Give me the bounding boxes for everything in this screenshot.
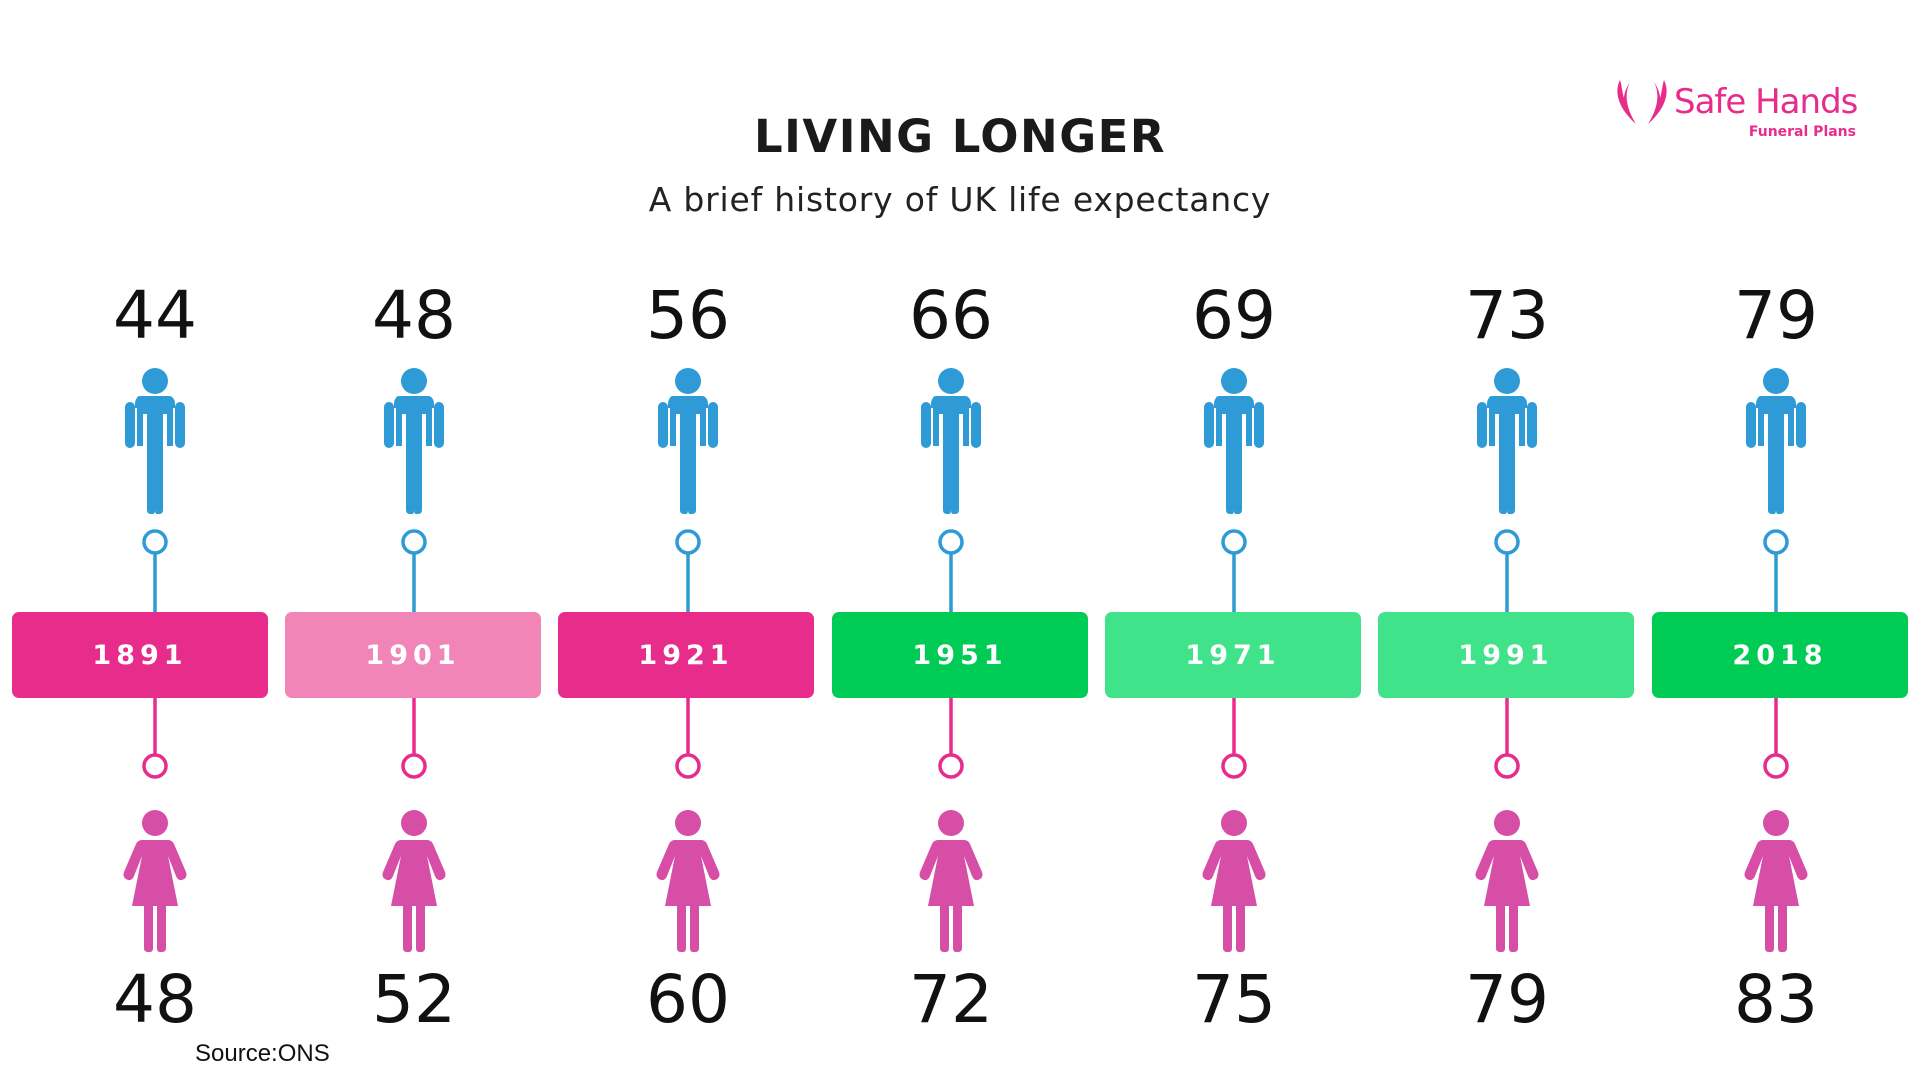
- female-life-expectancy-value: 83: [1734, 961, 1818, 1038]
- male-life-expectancy-value: 44: [113, 277, 197, 354]
- page-title: LIVING LONGER: [753, 110, 1167, 163]
- female-life-expectancy-value: 60: [646, 961, 730, 1038]
- year-label: 1971: [1105, 612, 1361, 698]
- female-connector: [1762, 698, 1790, 784]
- female-figure-icon: [1743, 810, 1809, 956]
- male-connector: [1762, 528, 1790, 618]
- male-figure-icon: [123, 368, 187, 518]
- year-label: 1921: [558, 612, 814, 698]
- source-note: Source:ONS: [195, 1040, 330, 1067]
- male-figure-icon: [1475, 368, 1539, 518]
- male-life-expectancy-value: 66: [909, 277, 993, 354]
- year-label: 2018: [1652, 612, 1908, 698]
- male-connector: [1493, 528, 1521, 618]
- year-label: 1991: [1378, 612, 1634, 698]
- male-life-expectancy-value: 73: [1465, 277, 1549, 354]
- safe-hands-logo: Safe Hands Funeral Plans: [1612, 78, 1866, 148]
- male-figure-icon: [919, 368, 983, 518]
- logo-name: Safe Hands: [1674, 82, 1858, 122]
- female-life-expectancy-value: 52: [372, 961, 456, 1038]
- male-connector: [674, 528, 702, 618]
- female-figure-icon: [381, 810, 447, 956]
- female-life-expectancy-value: 72: [909, 961, 993, 1038]
- page-subtitle: A brief history of UK life expectancy: [648, 180, 1272, 219]
- female-connector: [1220, 698, 1248, 784]
- male-figure-icon: [382, 368, 446, 518]
- female-connector: [141, 698, 169, 784]
- female-figure-icon: [918, 810, 984, 956]
- male-life-expectancy-value: 69: [1192, 277, 1276, 354]
- female-connector: [937, 698, 965, 784]
- male-life-expectancy-value: 56: [646, 277, 730, 354]
- female-connector: [674, 698, 702, 784]
- female-life-expectancy-value: 75: [1192, 961, 1276, 1038]
- male-connector: [400, 528, 428, 618]
- male-connector: [937, 528, 965, 618]
- male-connector: [1220, 528, 1248, 618]
- year-label: 1891: [12, 612, 268, 698]
- hands-icon: [1617, 80, 1667, 124]
- male-figure-icon: [656, 368, 720, 518]
- female-figure-icon: [122, 810, 188, 956]
- male-life-expectancy-value: 79: [1734, 277, 1818, 354]
- female-figure-icon: [1474, 810, 1540, 956]
- female-connector: [400, 698, 428, 784]
- female-figure-icon: [655, 810, 721, 956]
- year-label: 1901: [285, 612, 541, 698]
- male-life-expectancy-value: 48: [372, 277, 456, 354]
- female-life-expectancy-value: 79: [1465, 961, 1549, 1038]
- year-label: 1951: [832, 612, 1088, 698]
- female-life-expectancy-value: 48: [113, 961, 197, 1038]
- female-figure-icon: [1201, 810, 1267, 956]
- male-figure-icon: [1202, 368, 1266, 518]
- male-figure-icon: [1744, 368, 1808, 518]
- male-connector: [141, 528, 169, 618]
- female-connector: [1493, 698, 1521, 784]
- logo-tagline: Funeral Plans: [1748, 124, 1856, 140]
